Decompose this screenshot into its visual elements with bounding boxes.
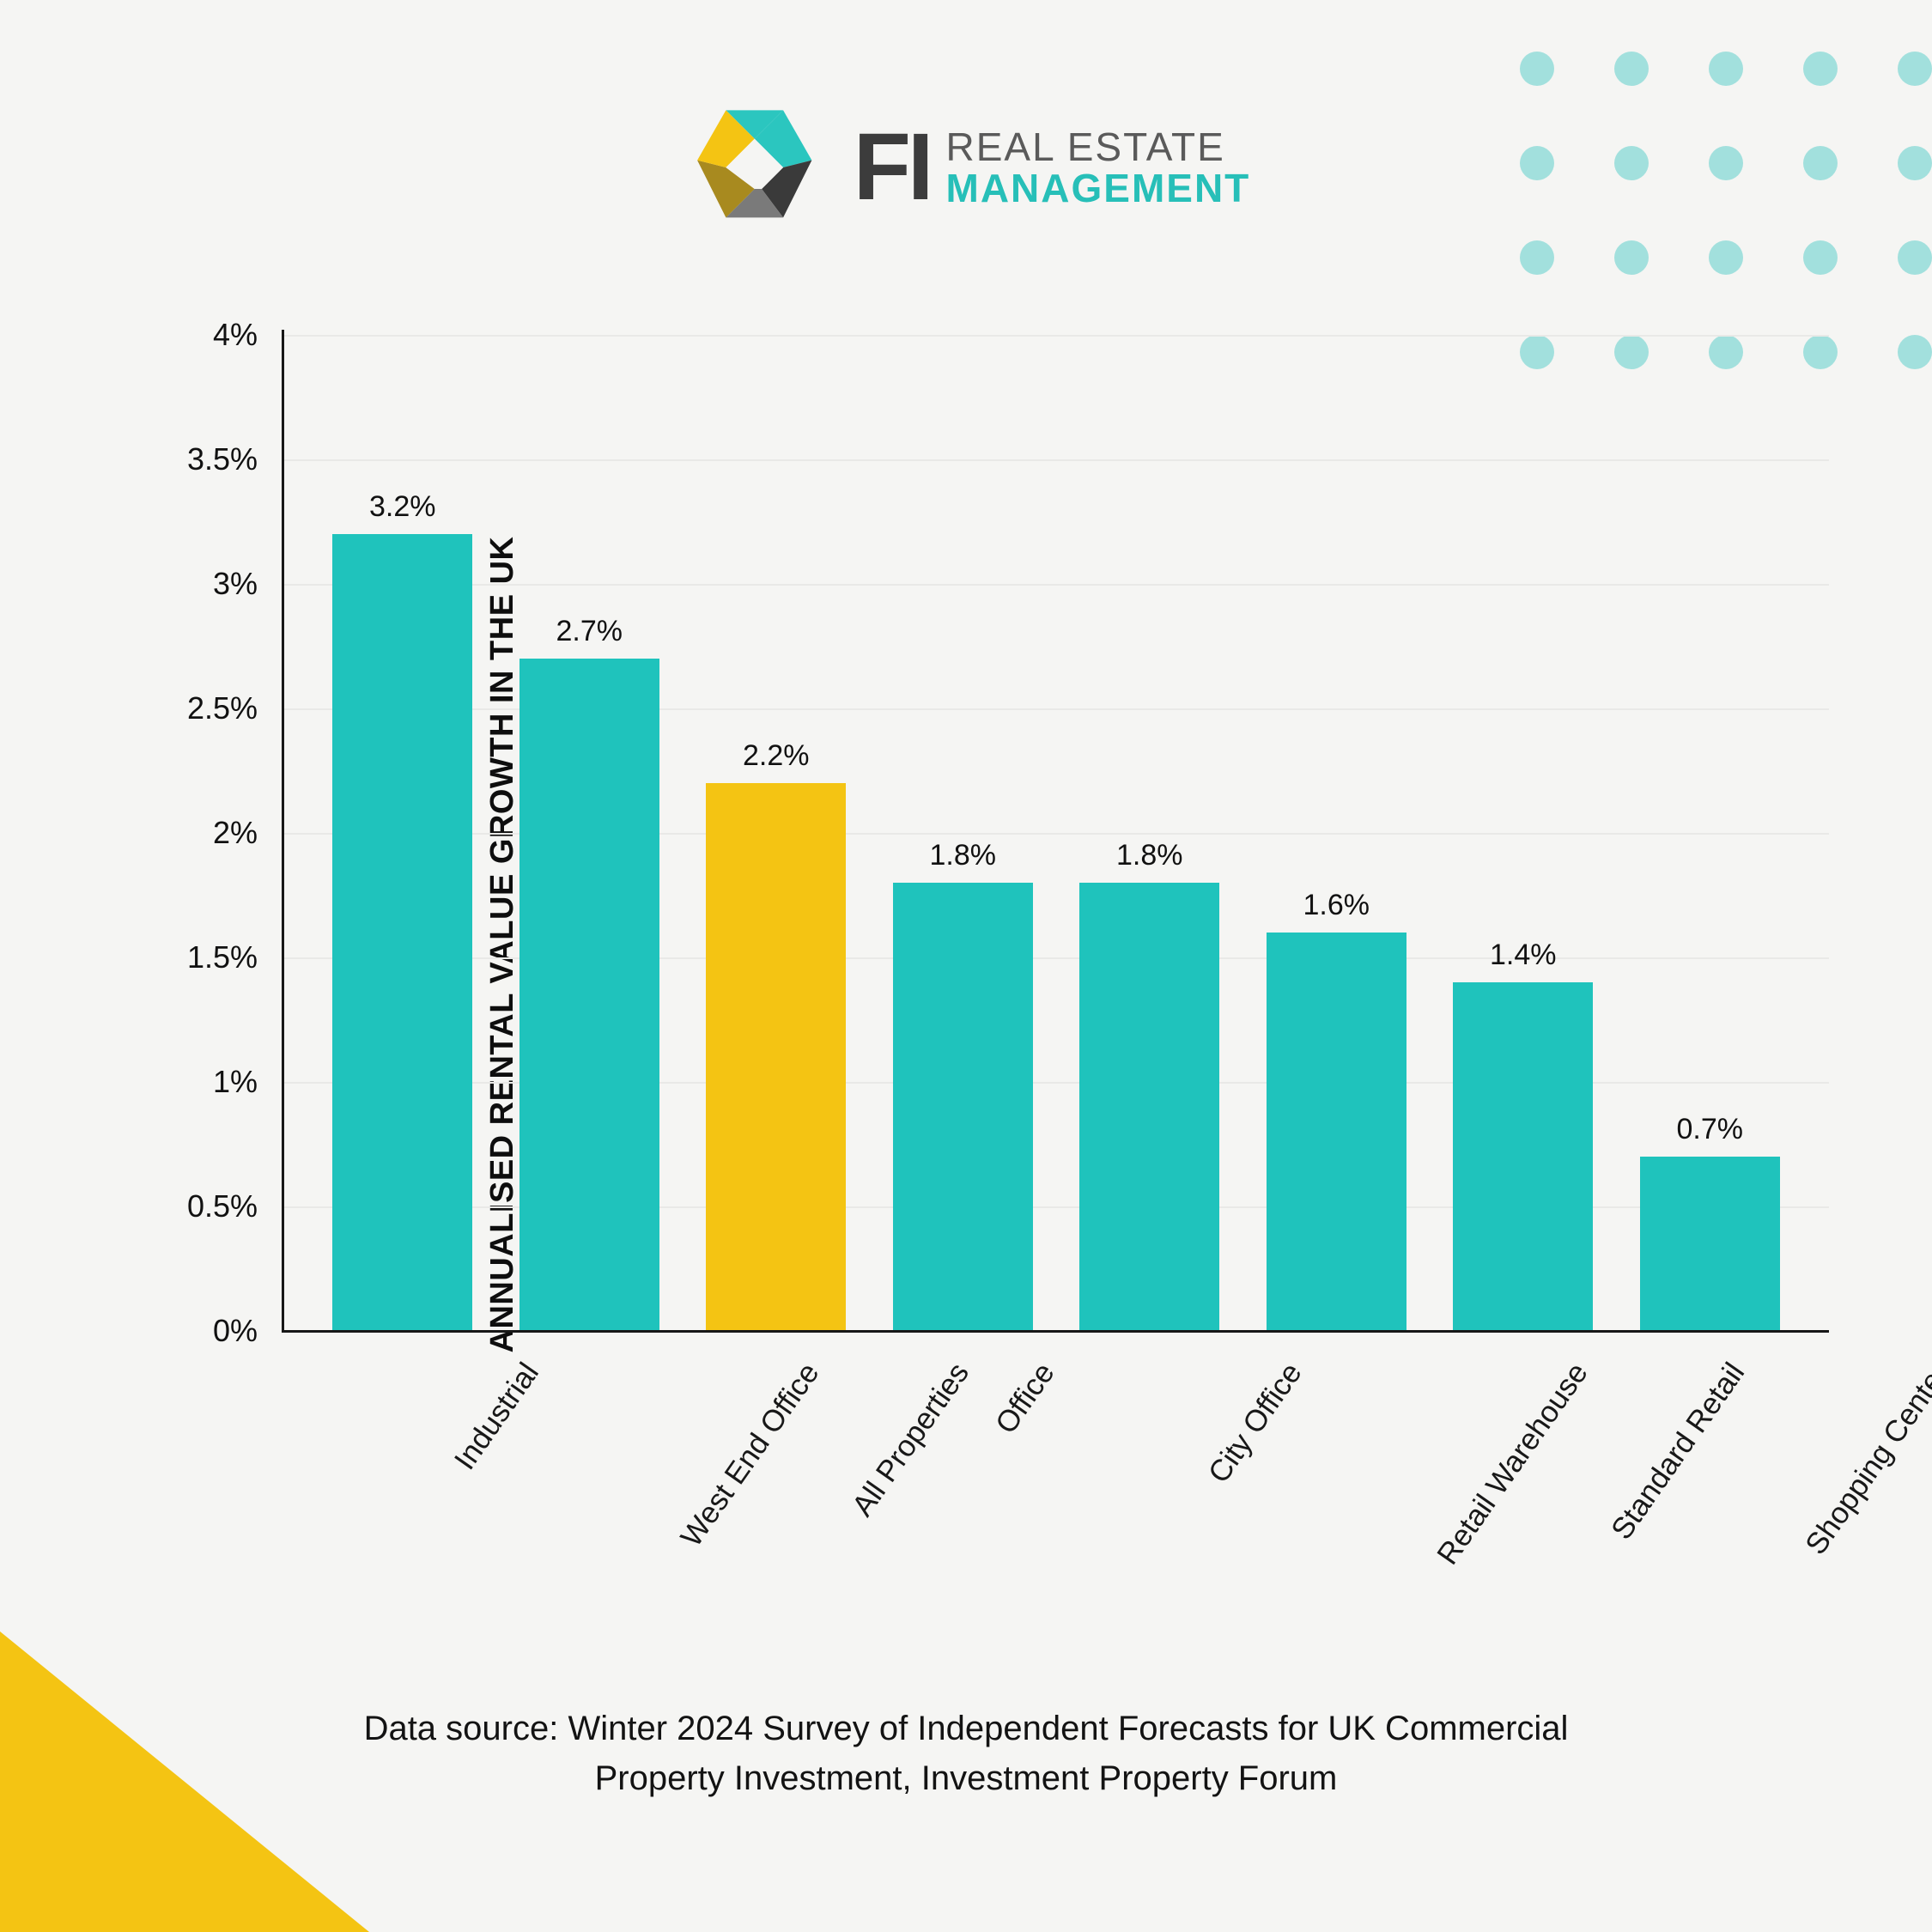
chart: ANNUALISED RENTAL VALUE GROWTH IN THE UK… [146, 335, 1829, 1554]
decor-dot [1520, 146, 1554, 180]
decor-dot-grid [1520, 52, 1932, 369]
x-labels: IndustrialWest End OfficeAll PropertiesO… [283, 1357, 1829, 1554]
decor-dot [1614, 146, 1649, 180]
x-label-slot: Industrial [309, 1357, 496, 1554]
y-tick-label: 2% [213, 815, 258, 851]
decor-dot [1898, 335, 1932, 369]
decor-dot [1803, 52, 1838, 86]
bar [332, 534, 472, 1331]
bar-value-label: 1.6% [1303, 889, 1370, 922]
y-tick-label: 1.5% [187, 939, 258, 975]
bar [706, 783, 846, 1331]
y-axis-line [282, 330, 284, 1333]
bar-slot: 1.8% [1056, 335, 1243, 1331]
decor-dot [1898, 240, 1932, 275]
bar-value-label: 2.2% [743, 739, 810, 773]
x-axis-label: Office [989, 1357, 1062, 1440]
bar [1640, 1157, 1780, 1331]
decor-dot [1709, 52, 1743, 86]
bar-value-label: 0.7% [1677, 1113, 1744, 1146]
x-label-slot: Shopping Center [1617, 1357, 1804, 1554]
bar [1453, 982, 1593, 1331]
decor-dot [1898, 146, 1932, 180]
bar-value-label: 1.4% [1490, 939, 1557, 972]
bar-slot: 2.2% [683, 335, 870, 1331]
bar [1267, 933, 1406, 1331]
y-tick-label: 3% [213, 566, 258, 602]
bar-value-label: 1.8% [1116, 839, 1183, 872]
bars-container: 3.2% 2.7% 2.2% 1.8% 1.8% 1.6% 1.4% 0.7% [283, 335, 1829, 1331]
y-tick-label: 2.5% [187, 690, 258, 726]
decor-dot [1803, 240, 1838, 275]
x-label-slot: Office [870, 1357, 1057, 1554]
bar [1079, 883, 1219, 1331]
decor-dot [1709, 240, 1743, 275]
bar-value-label: 2.7% [556, 615, 623, 648]
logo-line2: MANAGEMENT [946, 167, 1251, 209]
logo-line1: REAL ESTATE [946, 126, 1251, 167]
bar [519, 659, 659, 1331]
decor-dot [1614, 52, 1649, 86]
bar-slot: 1.8% [870, 335, 1057, 1331]
bar-slot: 3.2% [309, 335, 496, 1331]
decor-dot [1709, 146, 1743, 180]
plot-area: 3.2%2.7%2.2%1.8%1.8%1.6%1.4%0.7% 0%0.5%1… [283, 335, 1829, 1331]
data-source-caption: Data source: Winter 2024 Survey of Indep… [313, 1704, 1619, 1803]
logo-text: FI REAL ESTATE MANAGEMENT [854, 120, 1251, 215]
decor-dot [1803, 146, 1838, 180]
logo-hex-icon [682, 103, 828, 232]
bar-slot: 1.6% [1243, 335, 1431, 1331]
decor-dot [1898, 52, 1932, 86]
decor-dot [1614, 240, 1649, 275]
y-tick-label: 1% [213, 1064, 258, 1100]
bar [893, 883, 1033, 1331]
y-tick-label: 0% [213, 1313, 258, 1349]
brand-logo: FI REAL ESTATE MANAGEMENT [682, 103, 1251, 232]
x-label-slot: Retail Warehouse [1243, 1357, 1431, 1554]
logo-stack: REAL ESTATE MANAGEMENT [946, 126, 1251, 210]
decor-dot [1520, 52, 1554, 86]
bar-slot: 1.4% [1430, 335, 1617, 1331]
bar-value-label: 3.2% [369, 490, 436, 524]
bar-slot: 0.7% [1617, 335, 1804, 1331]
x-label-slot: West End Office [496, 1357, 683, 1554]
y-tick-label: 4% [213, 317, 258, 353]
x-axis-line [282, 1330, 1829, 1333]
logo-fi: FI [854, 120, 931, 215]
x-label-slot: All Properties [683, 1357, 870, 1554]
bar-slot: 2.7% [496, 335, 683, 1331]
y-tick-label: 3.5% [187, 441, 258, 477]
decor-dot [1520, 240, 1554, 275]
y-tick-label: 0.5% [187, 1188, 258, 1224]
bar-value-label: 1.8% [930, 839, 997, 872]
x-label-slot: Standard Retail [1430, 1357, 1617, 1554]
x-label-slot: City Office [1056, 1357, 1243, 1554]
x-axis-label: Shopping Center [1799, 1357, 1932, 1561]
